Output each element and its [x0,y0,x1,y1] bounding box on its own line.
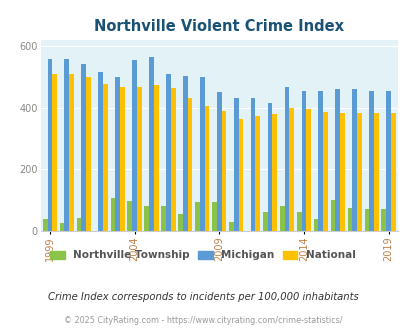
Bar [318,90,322,231]
Bar [352,89,356,231]
Bar [347,208,352,231]
Bar [233,98,238,231]
Bar [301,90,305,231]
Bar [204,106,209,231]
Bar [369,90,373,231]
Bar [267,103,272,231]
Bar [166,74,171,231]
Bar [195,202,199,231]
Bar [284,87,289,231]
Bar [153,85,158,231]
Bar [187,98,192,231]
Bar [330,200,335,231]
Bar [296,213,301,231]
Bar [81,64,86,231]
Bar [183,76,187,231]
Bar [255,115,260,231]
Bar [272,114,277,231]
Bar [373,113,378,231]
Legend: Northville Township, Michigan, National: Northville Township, Michigan, National [50,250,355,260]
Bar [356,113,361,231]
Bar [43,219,47,231]
Bar [98,72,103,231]
Bar [144,206,149,231]
Bar [86,77,91,231]
Bar [115,77,120,231]
Bar [289,108,293,231]
Bar [211,202,216,231]
Bar [77,218,81,231]
Bar [221,111,226,231]
Bar [390,113,395,231]
Bar [110,198,115,231]
Bar [279,206,284,231]
Bar [52,75,57,231]
Bar [47,59,52,231]
Bar [313,219,318,231]
Bar [161,206,166,231]
Bar [103,84,108,231]
Bar [60,223,64,231]
Bar [136,87,141,231]
Bar [322,113,327,231]
Bar [120,87,124,231]
Bar [364,210,369,231]
Bar [178,214,183,231]
Bar [262,213,267,231]
Bar [149,56,153,231]
Bar [132,60,136,231]
Bar [171,88,175,231]
Bar [199,77,204,231]
Bar [228,222,233,231]
Title: Northville Violent Crime Index: Northville Violent Crime Index [94,19,343,34]
Bar [385,90,390,231]
Bar [238,119,243,231]
Bar [69,75,74,231]
Bar [127,201,132,231]
Bar [64,59,69,231]
Bar [305,109,310,231]
Bar [216,92,221,231]
Bar [250,98,255,231]
Bar [335,89,339,231]
Bar [381,210,385,231]
Text: © 2025 CityRating.com - https://www.cityrating.com/crime-statistics/: © 2025 CityRating.com - https://www.city… [64,315,341,325]
Bar [339,113,344,231]
Text: Crime Index corresponds to incidents per 100,000 inhabitants: Crime Index corresponds to incidents per… [47,292,358,302]
